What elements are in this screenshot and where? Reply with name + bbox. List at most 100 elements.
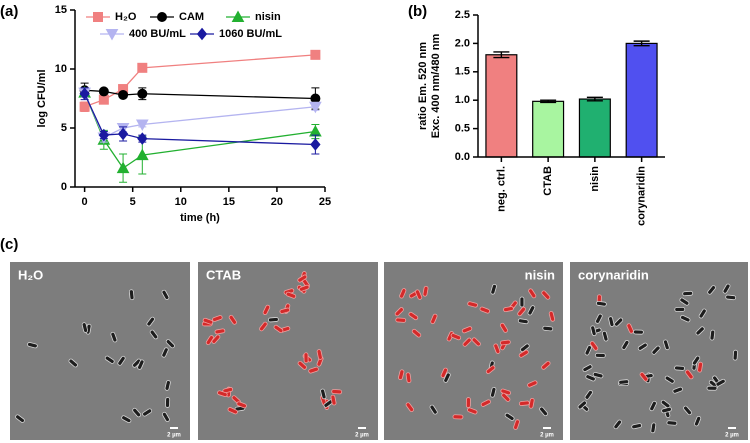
y-tick-label: 0: [61, 181, 67, 193]
cell: [527, 305, 536, 316]
micrograph-background: [10, 262, 190, 440]
cell: [639, 372, 649, 382]
x-tick-label: 20: [271, 196, 283, 208]
panel-label: (c): [0, 236, 18, 253]
panel-label: (b): [408, 3, 427, 20]
bar: [625, 42, 658, 158]
cell: [117, 355, 126, 366]
cell: [722, 283, 731, 294]
x-tick-label: nisin: [589, 166, 601, 192]
cell: [440, 367, 448, 378]
cell: [211, 334, 221, 344]
cell: [450, 333, 462, 341]
cells: [15, 289, 175, 424]
cell: [479, 306, 491, 314]
scale-bar-label: 2 µm: [355, 433, 369, 439]
legend-label: 1060 BU/mL: [219, 28, 282, 40]
x-tick-label: 15: [223, 196, 235, 208]
error-bar: [493, 51, 510, 59]
cell: [461, 326, 473, 334]
cell: [331, 389, 343, 395]
cell: [626, 323, 634, 334]
marker: [98, 86, 109, 97]
cell: [297, 360, 307, 370]
cell: [539, 406, 548, 417]
error-bar: [540, 99, 557, 104]
cell: [527, 380, 538, 388]
cell: [227, 407, 238, 415]
cell: [663, 339, 670, 351]
micrograph: [10, 262, 190, 440]
x-tick-label: 10: [175, 196, 187, 208]
cell: [128, 289, 135, 301]
marker: [116, 161, 130, 174]
cell: [519, 296, 525, 308]
cell: [715, 378, 726, 387]
cell: [273, 324, 284, 334]
cell: [685, 369, 694, 380]
cell: [149, 329, 159, 340]
y-tick-label: 15: [55, 4, 67, 16]
cell: [68, 358, 78, 368]
cell: [577, 400, 587, 410]
cell: [650, 422, 657, 434]
cell: [395, 317, 407, 323]
legend-marker: [157, 12, 167, 22]
cell: [121, 415, 132, 424]
legend-label: nisin: [255, 11, 281, 23]
cell: [608, 316, 615, 327]
micrograph-label: CTAB: [206, 267, 241, 282]
cell: [467, 301, 478, 308]
cells: [394, 283, 556, 430]
cell: [596, 300, 607, 307]
y-tick-label: 5: [61, 122, 67, 134]
micrograph: [384, 262, 563, 440]
cell: [683, 405, 692, 416]
cell: [81, 322, 89, 333]
cell: [682, 290, 694, 297]
cell: [649, 400, 657, 412]
cell: [541, 290, 551, 300]
cell: [228, 314, 237, 325]
cell: [405, 402, 414, 412]
cell: [585, 374, 596, 382]
cell: [485, 365, 496, 374]
cell: [212, 315, 223, 322]
cell: [698, 308, 707, 319]
x-tick-label: neg. ctrl.: [495, 166, 507, 212]
cell: [541, 360, 551, 370]
scale-bar-label: 2 µm: [167, 433, 181, 439]
cell: [661, 406, 672, 414]
cell: [217, 390, 228, 398]
y-axis-label: log CFU/ml: [36, 69, 48, 127]
cell: [490, 386, 497, 398]
y-tick-label: 0.0: [455, 151, 470, 163]
micrograph: [198, 262, 378, 440]
marker: [98, 94, 109, 105]
cell: [110, 331, 118, 343]
cell: [517, 306, 526, 317]
cell: [104, 355, 115, 364]
cell: [632, 329, 644, 335]
micrograph-background: [198, 262, 378, 440]
cell: [471, 337, 481, 347]
cell: [548, 311, 556, 322]
cell: [589, 341, 599, 351]
cell: [679, 297, 690, 306]
cell: [594, 352, 606, 358]
cell: [285, 291, 297, 299]
x-tick-label: 0: [82, 196, 88, 208]
cell: [297, 274, 308, 283]
cell: [165, 339, 175, 349]
cell: [430, 313, 438, 325]
cell: [692, 355, 701, 366]
cell: [132, 358, 142, 368]
cell: [162, 411, 170, 422]
cell: [268, 317, 279, 323]
cell: [725, 294, 737, 301]
cell: [308, 366, 319, 374]
micrograph-label: corynaridin: [578, 267, 649, 282]
marker: [309, 101, 322, 114]
cell: [520, 343, 530, 353]
legend-label: CAM: [179, 11, 204, 23]
